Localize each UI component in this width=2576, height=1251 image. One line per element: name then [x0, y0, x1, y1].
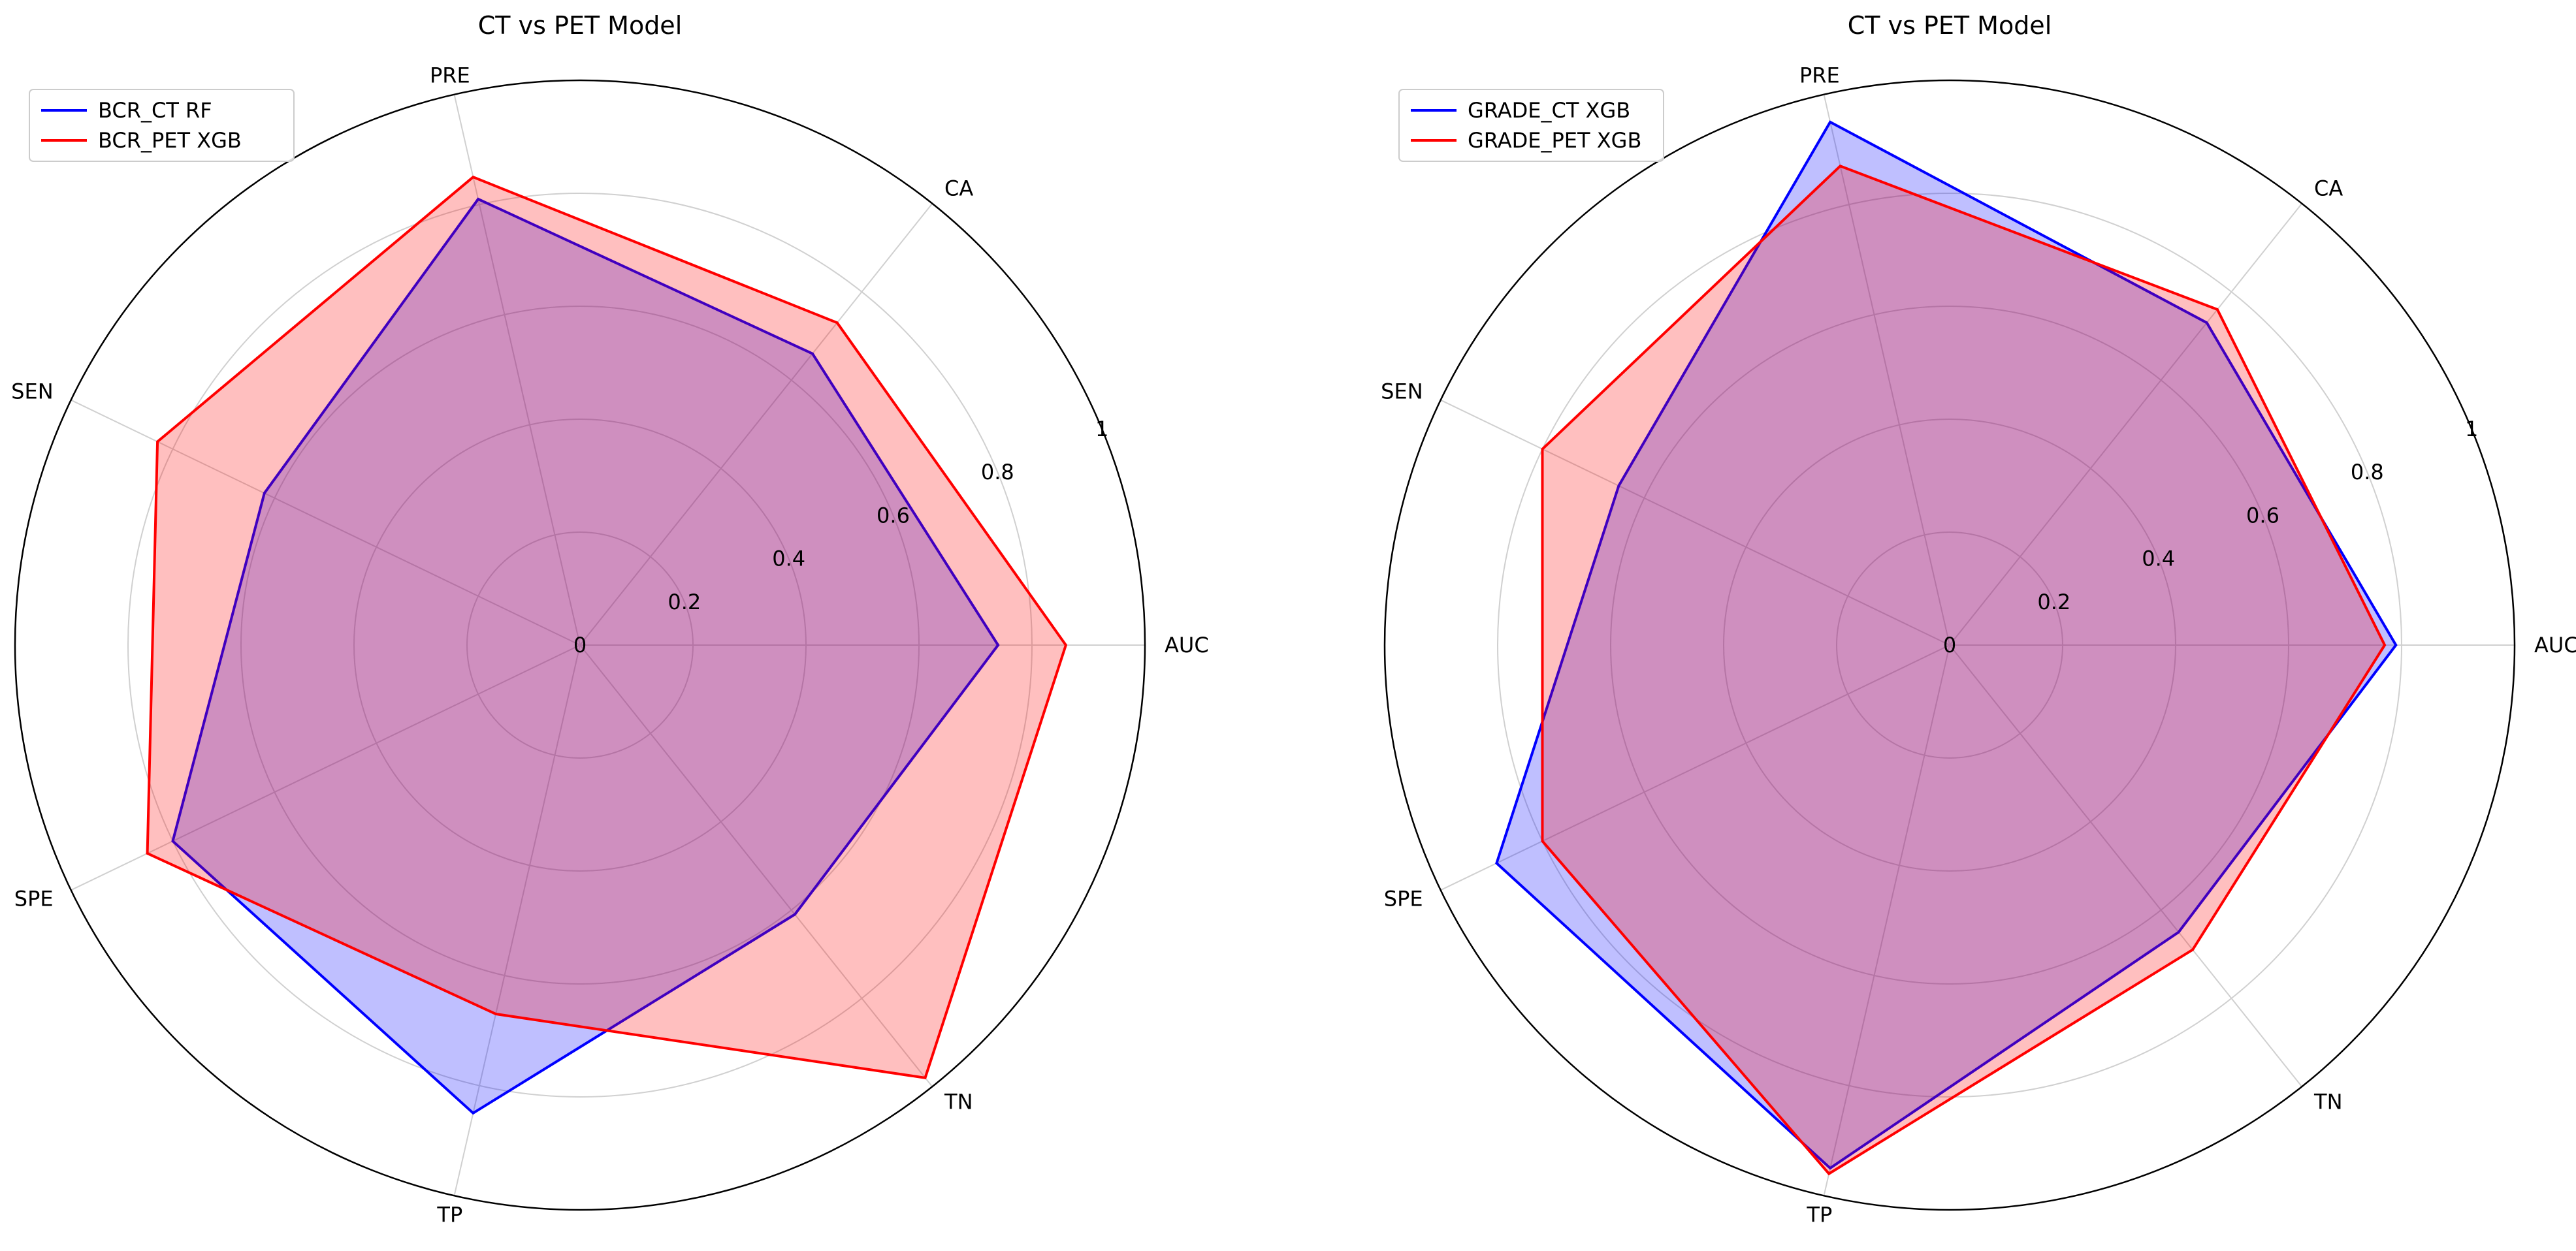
spoke-spe: [71, 644, 581, 891]
legend-entry: GRADE_CT XGB: [1411, 98, 1630, 123]
axis-labels: AUC CA PRE SEN SPE TP TN: [1381, 63, 2576, 1227]
outer-frame: [1383, 79, 2516, 1211]
spoke-tn: [579, 644, 933, 1087]
series-bcr-pet-xgb: [146, 175, 1068, 1080]
axis-label-tn: TN: [2313, 1090, 2342, 1115]
axis-label-sen: SEN: [11, 379, 53, 404]
axis-label-ca: CA: [944, 176, 973, 200]
spoke-ca: [1949, 203, 2303, 646]
tick-label-0: 0: [573, 633, 587, 657]
outer-circle: [1383, 79, 2516, 1211]
tick-label-0-4: 0.4: [2142, 546, 2175, 571]
legend: BCR_CT RF BCR_PET XGB: [29, 89, 295, 162]
series-grade-ct-xgb: [1495, 120, 2398, 1170]
series-bcr-ct-rf: [171, 197, 1000, 1115]
spoke-tn: [1949, 644, 2303, 1087]
outer-frame: [14, 79, 1146, 1211]
axis-label-auc: AUC: [1165, 633, 1209, 657]
tick-label-1: 1: [2465, 417, 2478, 441]
axis-label-tp: TP: [436, 1203, 462, 1227]
tick-label-0-6: 0.6: [877, 503, 910, 528]
chart-title: CT vs PET Model: [478, 11, 683, 40]
legend-entry: BCR_CT RF: [41, 98, 212, 123]
legend-box: [1398, 89, 1664, 162]
axis-label-ca: CA: [2314, 176, 2343, 200]
legend-box: [29, 89, 295, 162]
tick-label-0-2: 0.2: [2037, 590, 2070, 614]
axis-label-pre: PRE: [1799, 63, 1840, 87]
series-layer: [146, 175, 1068, 1115]
tick-label-0-8: 0.8: [981, 460, 1014, 484]
legend-label: GRADE_PET XGB: [1468, 128, 1641, 153]
legend-entry: BCR_PET XGB: [41, 128, 242, 153]
spoke-sen: [71, 399, 581, 646]
legend: GRADE_CT XGB GRADE_PET XGB: [1398, 89, 1664, 162]
outer-circle: [14, 79, 1146, 1211]
spoke-spe: [1440, 644, 1950, 891]
grid: [71, 94, 1145, 1196]
series-layer: [1495, 120, 2398, 1176]
tick-label-0-6: 0.6: [2246, 503, 2279, 528]
spoke-sen: [1440, 399, 1950, 646]
axis-label-sen: SEN: [1381, 379, 1423, 404]
radial-tick-labels: 0 0.2 0.4 0.6 0.8 1: [1943, 417, 2479, 657]
tick-label-0: 0: [1943, 633, 1956, 657]
axis-labels: AUC CA PRE SEN SPE TP TN: [11, 63, 1208, 1227]
axis-label-auc: AUC: [2534, 633, 2576, 657]
spoke-pre: [453, 94, 581, 646]
legend-label: GRADE_CT XGB: [1468, 98, 1630, 123]
axis-label-tp: TP: [1806, 1203, 1832, 1227]
tick-label-0-2: 0.2: [668, 590, 701, 614]
spoke-tp: [1823, 644, 1950, 1196]
axis-label-tn: TN: [944, 1090, 973, 1115]
legend-label: BCR_CT RF: [98, 98, 212, 123]
tick-label-0-4: 0.4: [772, 546, 805, 571]
axis-label-spe: SPE: [1384, 886, 1423, 911]
tick-label-1: 1: [1095, 417, 1108, 441]
tick-label-0-8: 0.8: [2351, 460, 2384, 484]
spoke-ca: [579, 203, 933, 646]
legend-label: BCR_PET XGB: [98, 128, 242, 153]
axis-label-pre: PRE: [430, 63, 470, 87]
spoke-tp: [453, 644, 581, 1196]
spoke-pre: [1823, 94, 1950, 646]
axis-label-spe: SPE: [14, 886, 54, 911]
radial-tick-labels: 0 0.2 0.4 0.6 0.8 1: [573, 417, 1109, 657]
grid: [1440, 94, 2515, 1196]
chart-title: CT vs PET Model: [1848, 11, 2052, 40]
legend-entry: GRADE_PET XGB: [1411, 128, 1641, 153]
series-grade-pet-xgb: [1541, 164, 2387, 1176]
